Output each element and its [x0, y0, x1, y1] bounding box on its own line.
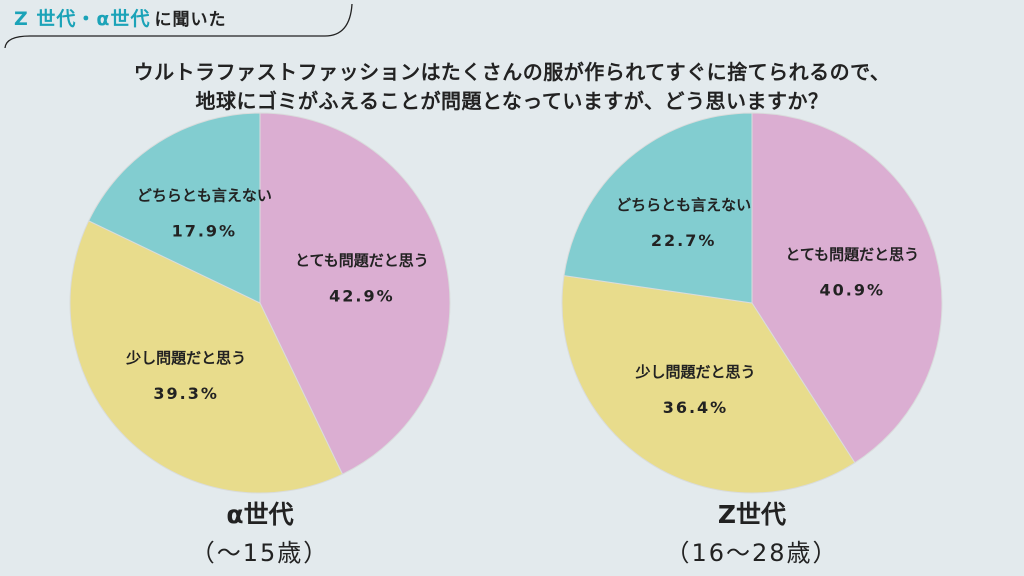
- pie-slice-neutral-z: [563, 112, 753, 304]
- header-tag: Z 世代・α世代 に聞いた: [14, 4, 226, 31]
- pie-chart-alpha: とても問題だと思う 42.9% 少し問題だと思う 39.3% どちらとも言えない 17.9…: [69, 112, 451, 494]
- pie-chart-z: とても問題だと思う 40.9% 少し問題だと思う 36.4% どちらとも言えない 22.7…: [561, 112, 943, 494]
- chart-title-z: Z世代: [717, 500, 787, 529]
- slice-label-very-problem-z: とても問題だと思う: [785, 246, 919, 264]
- header-underline-curve: [4, 3, 353, 49]
- slice-percent-slight-problem-alpha: 39.3%: [153, 384, 219, 403]
- chart-caption-alpha: α世代 （〜15歳）: [130, 496, 390, 572]
- pie-slice-neutral-alpha: [88, 112, 261, 304]
- slice-label-slight-problem-z: 少し問題だと思う: [634, 363, 755, 381]
- question-line-2: 地球にゴミがふえることが問題となっていますが、どう思いますか？: [195, 89, 829, 113]
- slice-label-neutral-z: どちらとも言えない: [616, 196, 751, 214]
- pie-slice-very-problem-z: [751, 112, 943, 464]
- survey-question: ウルトラファストファッションはたくさんの服が作られてすぐに捨てられるので、 地球…: [0, 58, 1024, 116]
- pie-slice-very-problem-alpha: [259, 112, 451, 475]
- chart-caption-z: Z世代 （16〜28歳）: [622, 496, 882, 572]
- slice-percent-neutral-alpha: 17.9%: [172, 222, 238, 241]
- slice-label-neutral-alpha: どちらとも言えない: [137, 187, 272, 205]
- slice-percent-very-problem-z: 40.9%: [820, 281, 886, 300]
- chart-subtitle-z: （16〜28歳）: [665, 539, 839, 567]
- question-line-1: ウルトラファストファッションはたくさんの服が作られてすぐに捨てられるので、: [133, 60, 891, 84]
- header-tag-accent: Z 世代・α世代: [14, 8, 151, 30]
- slice-percent-neutral-z: 22.7%: [651, 231, 717, 250]
- slice-percent-slight-problem-z: 36.4%: [663, 398, 729, 417]
- chart-title-alpha: α世代: [226, 500, 294, 529]
- slice-label-very-problem-alpha: とても問題だと思う: [295, 252, 429, 270]
- slice-label-slight-problem-alpha: 少し問題だと思う: [125, 349, 246, 367]
- slice-percent-very-problem-alpha: 42.9%: [329, 287, 395, 306]
- chart-subtitle-alpha: （〜15歳）: [190, 539, 330, 567]
- header-tag-rest: に聞いた: [154, 10, 227, 30]
- pie-slice-slight-problem-z: [561, 275, 856, 494]
- pie-slice-slight-problem-alpha: [69, 220, 344, 494]
